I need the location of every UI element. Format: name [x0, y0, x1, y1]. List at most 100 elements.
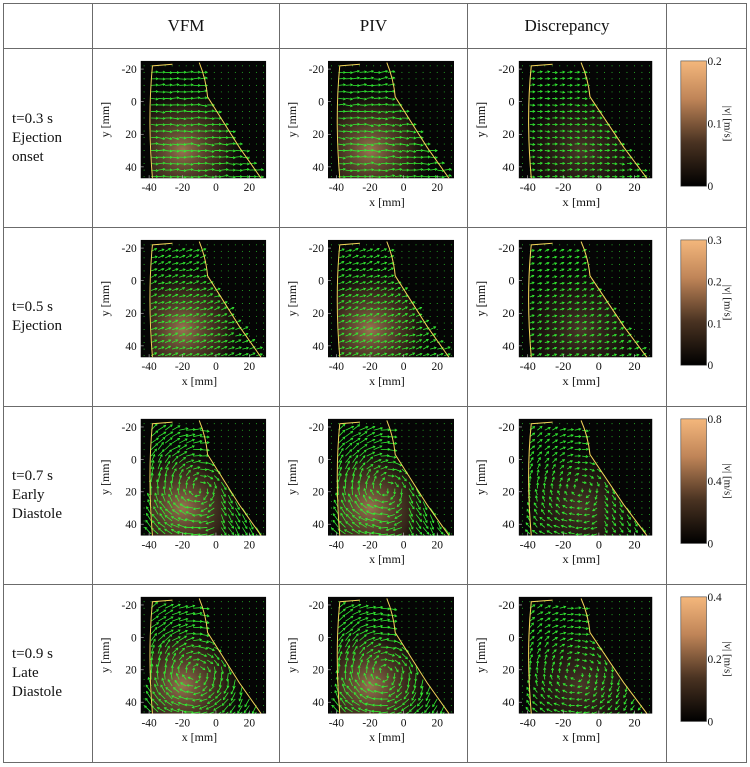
vector-dot	[415, 91, 417, 93]
vector-head	[218, 175, 222, 179]
vector-head	[591, 301, 595, 305]
vector-dot	[206, 614, 208, 616]
vector-dot	[633, 270, 635, 272]
vector-dot	[366, 423, 368, 425]
vector-dot	[611, 270, 613, 272]
velocity-vector	[394, 312, 401, 317]
vector-dot	[633, 442, 635, 444]
velocity-vector	[430, 353, 437, 357]
velocity-vector	[200, 268, 207, 272]
velocity-vector	[408, 494, 413, 504]
velocity-vector	[552, 334, 557, 337]
velocity-vector	[200, 281, 207, 285]
vector-dot	[619, 296, 620, 298]
vector-head	[554, 275, 558, 279]
vector-head	[341, 280, 345, 284]
vector-head	[358, 432, 362, 436]
velocity-vector	[206, 514, 215, 518]
velocity-vector	[151, 301, 158, 304]
velocity-vector	[151, 156, 158, 159]
vector-head	[350, 109, 354, 113]
vector-dot	[641, 257, 643, 259]
velocity-vector	[371, 532, 381, 535]
velocity-vector	[150, 327, 158, 330]
x-tick-label: 20	[628, 539, 640, 552]
vector-head	[164, 515, 168, 518]
vector-dot	[422, 104, 424, 106]
vector-head	[364, 168, 368, 172]
vector-head	[392, 123, 396, 127]
velocity-vector	[566, 466, 572, 470]
vector-head	[392, 167, 396, 171]
vector-head	[225, 155, 229, 159]
vector-dot	[262, 309, 264, 311]
vector-dot	[255, 263, 257, 265]
vector-head	[391, 274, 395, 278]
vector-dot	[352, 244, 353, 246]
velocity-vector	[200, 248, 206, 252]
vector-head	[377, 346, 380, 349]
velocity-vector	[338, 255, 345, 259]
vector-dot	[143, 150, 145, 152]
velocity-vector	[567, 268, 572, 272]
vector-head	[562, 142, 566, 146]
vector-head	[370, 300, 374, 304]
vector-dot	[648, 276, 650, 278]
velocity-vector	[394, 320, 401, 324]
vector-head	[218, 110, 222, 114]
vector-dot	[248, 290, 250, 291]
vector-dot	[443, 494, 445, 496]
x-tick-label: -40	[520, 539, 536, 552]
vector-head	[533, 502, 537, 506]
velocity-vector	[604, 143, 610, 146]
vector-dot	[436, 276, 438, 278]
vector-head	[182, 463, 186, 467]
vector-head	[182, 307, 186, 310]
velocity-vector	[338, 117, 346, 119]
vector-dot	[337, 423, 339, 425]
velocity-vector	[596, 340, 602, 343]
vector-head	[378, 175, 382, 179]
vector-head	[383, 471, 387, 475]
vector-dot	[648, 270, 650, 272]
vector-dot	[589, 250, 591, 252]
vector-head	[218, 129, 222, 133]
vector-head	[606, 353, 610, 356]
vector-head	[196, 326, 200, 329]
velocity-vector	[634, 520, 638, 527]
velocity-vector	[539, 517, 546, 522]
vector-head	[412, 339, 416, 343]
vector-head	[578, 441, 582, 445]
vector-head	[583, 520, 587, 524]
velocity-vector	[366, 130, 374, 133]
wall-boundary-left	[528, 63, 553, 179]
vector-dot	[262, 442, 264, 444]
vector-head	[197, 109, 201, 113]
vector-dot	[415, 429, 417, 431]
vector-head	[576, 249, 580, 253]
vector-head	[547, 122, 551, 126]
x-tick-label: -20	[175, 539, 191, 551]
vector-head	[177, 523, 181, 527]
colorbar-tick-label: 0.4	[707, 476, 722, 488]
vector-head	[370, 326, 374, 330]
vector-head	[365, 510, 369, 514]
vector-head	[190, 465, 194, 468]
vector-head	[183, 488, 186, 492]
vector-dot	[436, 65, 438, 67]
vector-head	[197, 143, 201, 147]
velocity-vector	[227, 527, 234, 535]
velocity-field-plot: -40 -20 0 20 -20 0 20 40 y [mm] x [mm]	[467, 227, 667, 407]
vector-head	[382, 477, 386, 481]
vector-head	[342, 442, 345, 446]
vector-head	[169, 90, 173, 94]
vector-head	[169, 175, 173, 179]
vector-head	[168, 333, 172, 336]
velocity-vector	[559, 320, 565, 324]
vector-head	[206, 614, 210, 618]
vector-head	[385, 148, 389, 152]
velocity-vector	[394, 163, 402, 165]
vector-head	[538, 294, 543, 298]
x-tick-label: 0	[596, 360, 602, 374]
vector-head	[399, 498, 402, 502]
